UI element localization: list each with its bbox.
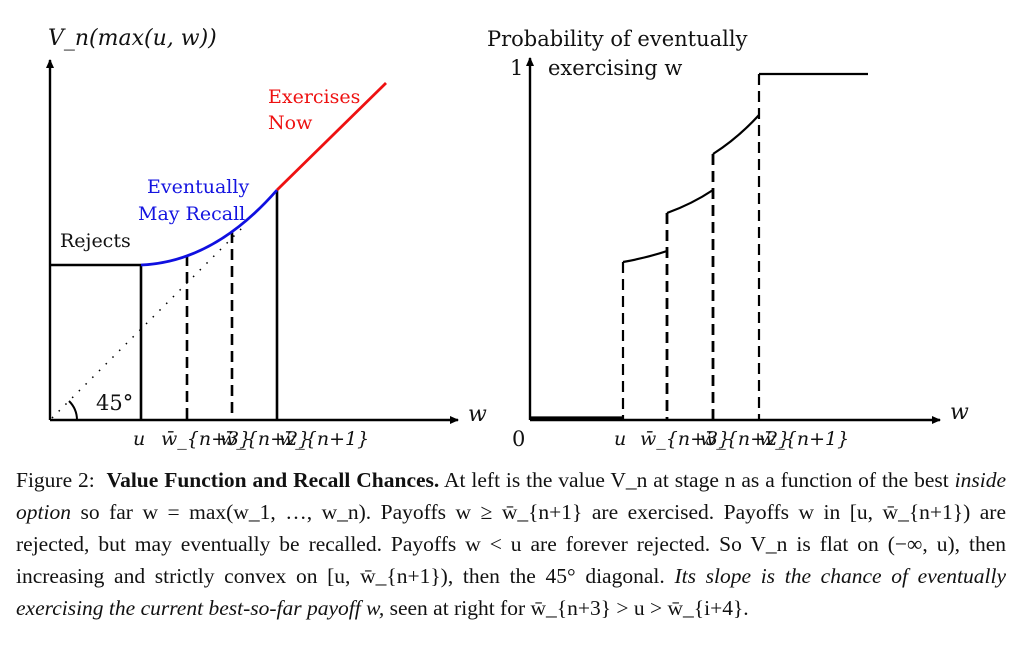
recall-label-1: Eventually [147, 176, 250, 198]
rejects-label: Rejects [60, 230, 131, 252]
right-y-tick-1: 1 [510, 56, 524, 80]
left-tick-u: u [133, 428, 146, 450]
caption-part-3: seen at right for w̄_{n+3} > u > w̄_{i+4… [389, 596, 749, 620]
figure-graphics [46, 57, 941, 424]
right-tick-wn2: w̄_{n+2} [700, 428, 791, 450]
diagonal-45-dotted [51, 225, 245, 419]
left-tick-wn2: w̄_{n+2} [220, 428, 311, 450]
right-tick-wn3: w̄_{n+3} [640, 428, 731, 450]
exercise-line [276, 82, 387, 191]
left-chart [46, 59, 459, 424]
recall-curve [140, 189, 279, 267]
angle-arc-icon [68, 400, 78, 421]
left-tick-wn1: w̄_{n+1} [279, 428, 370, 450]
caption-emphasis-slope: Its slope is the chance of eventually ex… [16, 564, 1007, 620]
prob-segment-1 [622, 249, 668, 264]
right-tick-wn1: w̄_{n+1} [759, 428, 850, 450]
right-chart [526, 57, 941, 424]
recall-label-2: May Recall [138, 203, 246, 225]
caption-emphasis-inside-option: inside option [16, 468, 1006, 524]
left-tick-wn3: w̄_{n+3} [161, 428, 252, 450]
caption-part-2: so far w = max(w_1, …, w_n). Payoffs w ≥… [16, 500, 1006, 588]
figure-caption: Figure 2: Value Function and Recall Chan… [16, 464, 1006, 624]
exercise-label-1: Exercises [268, 86, 361, 108]
caption-part-1: At left is the value V_n at stage n as a… [444, 468, 949, 492]
prob-segment-3 [712, 114, 760, 155]
figure-number: Figure 2: [16, 468, 95, 492]
left-y-axis-label: V_n(max(u, w)) [48, 26, 217, 51]
exercise-label-2: Now [268, 112, 313, 134]
left-x-axis-label: w [468, 402, 487, 427]
right-y-title-1: Probability of eventually [487, 27, 748, 51]
right-y-title-2: exercising w [548, 56, 683, 80]
origin-label: 0 [512, 427, 526, 451]
angle-label: 45° [96, 391, 134, 415]
figure-title: Value Function and Recall Chances. [106, 468, 440, 492]
right-x-axis-label: w [950, 400, 969, 425]
right-tick-u: u [614, 428, 627, 450]
prob-segment-2 [666, 189, 714, 215]
